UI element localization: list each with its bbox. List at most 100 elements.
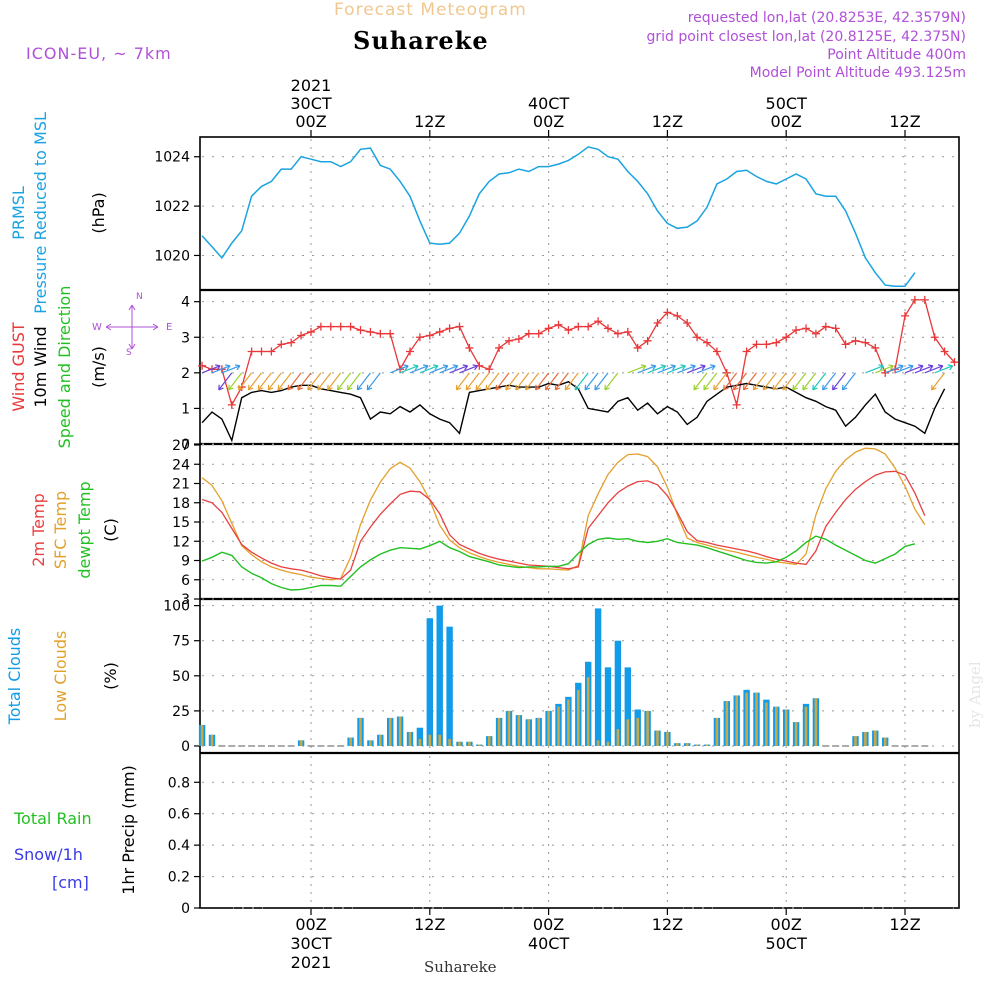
gust-marker — [901, 311, 909, 320]
y-tick-label: 3 — [181, 592, 190, 608]
wind-arrow-head — [742, 384, 749, 391]
wind-direction-arrow — [693, 372, 708, 391]
wind-direction-arrow — [218, 372, 233, 391]
gust-marker — [376, 329, 385, 338]
wind-arrow-head — [432, 364, 439, 371]
gust-marker — [227, 400, 236, 409]
temp-2m-label: 2m Temp — [29, 493, 48, 567]
wind-direction-arrow — [459, 365, 478, 374]
wind-arrow-head — [267, 384, 274, 391]
wind-arrow-head — [247, 384, 254, 391]
wind-direction-arrow — [772, 372, 787, 391]
wind-direction-arrow — [554, 372, 569, 391]
gust-marker — [287, 338, 296, 347]
wind-direction-arrow — [505, 372, 520, 391]
gust-marker — [623, 327, 632, 336]
wind-direction-arrow — [875, 365, 894, 374]
compass-vertical — [128, 304, 136, 350]
pressure-line — [201, 146, 916, 288]
wind-arrow-head — [564, 384, 571, 391]
snow-label: Snow/1h — [14, 845, 83, 864]
gust-marker — [643, 336, 652, 345]
low-cloud-bar — [745, 692, 748, 746]
wind-arrow-head — [327, 384, 333, 391]
y-tick-label: 27 — [172, 438, 190, 454]
wind-direction-arrow — [713, 372, 728, 391]
low-cloud-bar — [349, 737, 352, 746]
gust-marker — [712, 347, 721, 356]
low-cloud-bar — [567, 699, 570, 746]
wind-direction-arrow — [574, 372, 589, 391]
wind-direction-arrow — [439, 365, 458, 374]
clouds-unit: (%) — [101, 662, 120, 690]
gust-marker — [663, 308, 672, 317]
bottom-time-label: 12Z — [414, 915, 445, 934]
wind-direction-arrow — [297, 372, 312, 391]
low-cloud-bar — [666, 731, 669, 746]
wind-arrow-head — [650, 364, 657, 371]
gust-marker — [356, 326, 365, 335]
wind-label: 10m Wind — [31, 326, 50, 407]
wind-arrow-head — [422, 364, 429, 371]
wind-arrow-head — [670, 364, 676, 371]
wind-direction-arrow — [257, 372, 272, 391]
wind-arrow-head — [710, 364, 716, 371]
wind-gust-label: Wind GUST — [9, 322, 28, 412]
y-tick-label: 0.6 — [168, 807, 190, 823]
wind-direction-arrow — [564, 372, 579, 391]
wind-direction-arrow — [409, 365, 429, 374]
top-time-label: 00Z — [533, 112, 564, 131]
pressure-label: Pressure Reduced to MSL — [31, 112, 50, 314]
wind-direction-arrow — [832, 372, 847, 391]
low-cloud-bar — [438, 734, 441, 746]
wind-arrow-head — [594, 384, 600, 391]
wind-unit: (m/s) — [89, 346, 108, 388]
gust-marker — [802, 324, 810, 333]
bottom-time-label: 00Z — [295, 915, 326, 934]
gust-marker — [366, 327, 375, 336]
wind-direction-arrow — [211, 365, 231, 374]
compass-east: E — [166, 322, 172, 333]
wind-direction-arrow — [696, 365, 716, 374]
gust-marker — [633, 343, 642, 352]
gust-marker — [722, 368, 731, 377]
y-tick-label: 0 — [181, 739, 190, 755]
gust-marker — [693, 333, 702, 342]
total-cloud-bar — [436, 605, 443, 746]
wind-direction-arrow — [822, 372, 837, 391]
low-cloud-bar — [676, 743, 679, 746]
compass-south: S — [126, 348, 132, 358]
bottom-time-label: 00Z — [771, 915, 802, 934]
low-cloud-bar — [656, 730, 659, 746]
wind-arrow-head — [525, 384, 531, 391]
wind-direction-arrow — [429, 365, 449, 374]
wind-arrow-head — [782, 384, 789, 391]
low-cloud-bar — [210, 734, 214, 746]
gust-marker — [425, 331, 434, 340]
wind-direction-arrow — [228, 372, 243, 391]
gust-marker — [762, 340, 771, 349]
low-cloud-bar — [626, 719, 630, 746]
wind-direction-arrow — [703, 372, 718, 391]
wind-direction-arrow — [221, 365, 241, 374]
gust-marker — [406, 347, 414, 356]
wind-arrow-head — [693, 384, 699, 391]
low-cloud-bar — [646, 710, 649, 746]
low-cloud-bar — [388, 717, 392, 746]
wind-arrow-head — [462, 364, 469, 371]
total-cloud-bar — [416, 727, 424, 746]
wind-direction-arrow — [931, 372, 946, 391]
wind-arrow-head — [604, 384, 610, 391]
wind-dir-label: Speed and Direction — [55, 286, 74, 449]
low-cloud-bar — [705, 744, 709, 746]
gust-marker — [673, 311, 682, 320]
low-cloud-bar — [537, 717, 540, 746]
y-tick-label: 15 — [172, 515, 190, 531]
low-cloud-bar — [359, 717, 362, 746]
low-cloud-bar — [468, 741, 471, 746]
wind-arrow-head — [554, 384, 561, 391]
low-cloud-bar — [883, 737, 887, 746]
total-cloud-bar — [426, 618, 433, 746]
wind-direction-arrow — [248, 372, 262, 391]
wind-arrow-head — [277, 384, 284, 391]
